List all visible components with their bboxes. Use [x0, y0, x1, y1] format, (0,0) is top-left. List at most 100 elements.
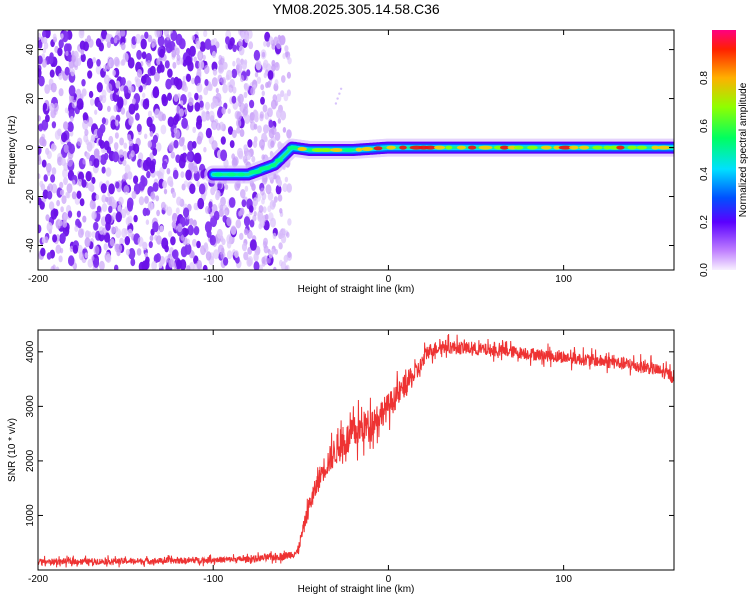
noise-blob [92, 57, 97, 64]
noise-blob [256, 76, 262, 84]
noise-blob [142, 207, 148, 217]
noise-blob [54, 130, 61, 140]
artefact-dot [336, 97, 339, 100]
noise-blob [275, 184, 282, 195]
noise-blob [48, 201, 55, 211]
noise-blob [124, 236, 131, 246]
noise-blob [113, 56, 120, 67]
noise-blob [130, 258, 136, 267]
noise-blob [221, 247, 225, 254]
y-tick-label: -40 [25, 238, 36, 253]
noise-blob [190, 251, 195, 259]
noise-blob [114, 132, 119, 139]
noise-blob [213, 249, 220, 260]
noise-blob [184, 243, 192, 255]
noise-blob [244, 114, 251, 125]
noise-blob [60, 206, 64, 213]
noise-blob [261, 154, 266, 161]
noise-blob [282, 126, 287, 133]
noise-blob [264, 136, 268, 143]
noise-blob [211, 77, 218, 87]
noise-blob [242, 155, 248, 163]
track-hotspot [287, 145, 299, 150]
noise-blob [252, 214, 257, 222]
noise-blob [218, 64, 224, 75]
noise-blob [38, 224, 42, 234]
noise-blob [257, 125, 262, 134]
noise-blob [180, 100, 184, 106]
noise-blob [50, 208, 58, 220]
noise-blob [89, 98, 95, 106]
noise-blob [108, 183, 115, 195]
noise-blob [249, 99, 255, 109]
noise-blob [149, 235, 154, 242]
noise-blob [156, 209, 161, 217]
track-hotspot [558, 145, 572, 150]
noise-blob [38, 115, 41, 122]
noise-blob [68, 143, 76, 155]
noise-blob [222, 61, 228, 70]
noise-blob [68, 255, 75, 267]
noise-blob [210, 215, 218, 228]
noise-blob [274, 79, 279, 86]
noise-blob [64, 107, 69, 114]
noise-blob [77, 221, 82, 229]
track-hotspot [274, 158, 284, 163]
noise-blob [96, 59, 101, 67]
noise-blob [79, 198, 85, 207]
colorbar-title: Normalized spectral amplitude [738, 82, 749, 217]
noise-blob [249, 112, 255, 121]
noise-blob [243, 228, 249, 236]
noise-blob [77, 244, 83, 254]
noise-blob [198, 59, 205, 70]
noise-blob [117, 204, 122, 213]
noise-blob [58, 255, 63, 263]
noise-blob [63, 212, 68, 221]
noise-blob [68, 122, 74, 132]
x-tick-label: -100 [203, 274, 223, 285]
noise-blob [203, 242, 208, 250]
noise-blob [49, 102, 55, 112]
noise-blob [125, 248, 130, 256]
noise-blob [101, 194, 107, 203]
noise-blob [285, 264, 290, 270]
noise-blob [229, 140, 235, 149]
noise-blob [172, 169, 179, 180]
noise-blob [119, 137, 124, 146]
noise-blob [251, 156, 256, 163]
noise-blob [205, 127, 212, 139]
noise-blob [253, 49, 261, 61]
noise-blob [196, 82, 203, 93]
noise-blob [105, 213, 112, 225]
noise-blob [205, 101, 210, 111]
snr-y-ticks: 1000 2000 3000 4000 [25, 340, 674, 527]
noise-blob [226, 241, 232, 249]
noise-blob [98, 42, 105, 52]
noise-blob [136, 69, 143, 78]
noise-blob [232, 249, 236, 256]
noise-blob [114, 264, 119, 270]
noise-blob [95, 194, 100, 201]
noise-blob [195, 40, 201, 49]
noise-blob [93, 158, 100, 168]
noise-blob [38, 173, 41, 180]
noise-blob [240, 31, 245, 40]
noise-blob [96, 82, 103, 93]
noise-blob [59, 189, 64, 196]
y-tick-label: 1000 [25, 504, 36, 527]
noise-blob [98, 139, 103, 147]
noise-blob [103, 140, 110, 151]
noise-blob [205, 205, 210, 214]
noise-blob [151, 38, 157, 48]
noise-blob [100, 183, 107, 194]
noise-blob [87, 231, 92, 238]
noise-blob [198, 94, 203, 102]
noise-blob [61, 30, 69, 43]
noise-blob [277, 34, 281, 41]
noise-blob [192, 126, 197, 134]
track-hotspot [527, 145, 538, 150]
noise-blob [268, 250, 274, 259]
noise-blob [179, 57, 184, 65]
noise-blob [167, 68, 173, 78]
noise-blob [209, 211, 214, 219]
